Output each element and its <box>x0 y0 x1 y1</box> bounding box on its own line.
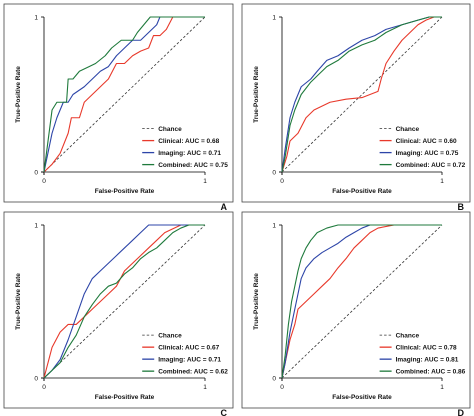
legend-label-imaging: Imaging: AUC = 0.71 <box>158 356 221 363</box>
y-axis-title: True-Positive Rate <box>15 273 22 330</box>
series-line-chance <box>281 224 443 379</box>
legend-label-clinical: Clinical: AUC = 0.60 <box>396 138 457 145</box>
legend: Chance Clinical: AUC = 0.78 Imaging: AUC =… <box>379 332 466 375</box>
x-axis-title: False-Positive Rate <box>332 188 392 195</box>
legend-label-combined: Combined: AUC = 0.72 <box>396 162 466 169</box>
series-line-chance <box>43 224 206 379</box>
roc-panel-a: 0 1 0 1 False-Positive Rate True-Positive Rat… <box>3 3 234 212</box>
series-line-clinical <box>281 16 442 173</box>
panel-letter: A <box>221 202 228 212</box>
series-line-imaging <box>281 224 442 379</box>
series-line-combined <box>281 16 442 173</box>
x-tick-label: 0 <box>280 384 284 391</box>
y-tick-label: 0 <box>272 375 276 382</box>
series-line-chance <box>281 16 443 173</box>
legend-label-clinical: Clinical: AUC = 0.78 <box>396 344 457 351</box>
roc-panel-d: 0 1 0 1 False-Positive Rate True-Positive Rat… <box>241 211 471 416</box>
legend-label-imaging: Imaging: AUC = 0.71 <box>158 150 221 157</box>
x-axis-title: False-Positive Rate <box>95 394 155 401</box>
series-line-clinical <box>281 224 442 379</box>
x-tick-label: 1 <box>203 384 207 391</box>
y-axis-title: True-Positive Rate <box>253 273 260 330</box>
legend-label-combined: Combined: AUC = 0.75 <box>158 162 228 169</box>
panel-frame <box>3 3 234 203</box>
series-line-clinical <box>43 224 205 379</box>
y-tick-label: 0 <box>272 169 276 176</box>
panel-frame <box>241 211 471 409</box>
panel-letter: B <box>458 202 465 212</box>
roc-panel-b: 0 1 0 1 False-Positive Rate True-Positive Rat… <box>241 3 471 212</box>
series-line-imaging <box>43 16 205 173</box>
series-line-combined <box>43 224 205 379</box>
panel-letter: D <box>458 408 465 416</box>
series-line-combined <box>43 16 205 173</box>
legend: Chance Clinical: AUC = 0.67 Imaging: AUC =… <box>142 332 228 375</box>
y-tick-label: 1 <box>34 14 38 21</box>
y-axis-title: True-Positive Rate <box>15 66 22 123</box>
series-line-clinical <box>43 16 205 173</box>
legend-label-chance: Chance <box>396 332 420 339</box>
y-tick-label: 1 <box>34 222 38 229</box>
series-line-combined <box>281 224 442 379</box>
panel-letter: C <box>221 408 228 416</box>
legend-label-imaging: Imaging: AUC = 0.81 <box>396 356 459 363</box>
y-tick-label: 1 <box>272 14 276 21</box>
y-tick-label: 0 <box>34 375 38 382</box>
legend-label-imaging: Imaging: AUC = 0.75 <box>396 150 459 157</box>
legend-label-chance: Chance <box>158 126 182 133</box>
legend: Chance Clinical: AUC = 0.60 Imaging: AUC =… <box>379 126 466 169</box>
legend-label-clinical: Clinical: AUC = 0.68 <box>158 138 219 145</box>
legend-label-chance: Chance <box>158 332 182 339</box>
legend-label-chance: Chance <box>396 126 420 133</box>
x-tick-label: 0 <box>42 178 46 185</box>
x-tick-label: 0 <box>280 178 284 185</box>
roc-panel-c: 0 1 0 1 False-Positive Rate True-Positive Rat… <box>3 211 234 416</box>
x-tick-label: 1 <box>440 178 444 185</box>
x-axis-title: False-Positive Rate <box>332 394 392 401</box>
legend-label-combined: Combined: AUC = 0.62 <box>158 368 228 375</box>
series-line-chance <box>43 16 206 173</box>
x-tick-label: 0 <box>42 384 46 391</box>
x-axis-title: False-Positive Rate <box>95 188 155 195</box>
y-axis-title: True-Positive Rate <box>253 66 260 123</box>
x-tick-label: 1 <box>440 384 444 391</box>
legend-label-combined: Combined: AUC = 0.86 <box>396 368 466 375</box>
y-tick-label: 1 <box>272 222 276 229</box>
legend-label-clinical: Clinical: AUC = 0.67 <box>158 344 219 351</box>
x-tick-label: 1 <box>203 178 207 185</box>
panel-frame <box>241 3 471 203</box>
series-line-imaging <box>43 224 205 379</box>
legend: Chance Clinical: AUC = 0.68 Imaging: AUC =… <box>142 126 228 169</box>
panel-frame <box>3 211 234 409</box>
y-tick-label: 0 <box>34 169 38 176</box>
